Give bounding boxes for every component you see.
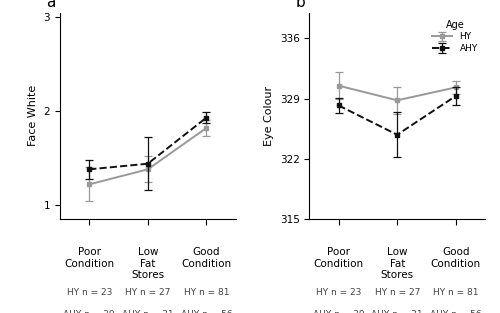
Text: Low
Fat
Stores: Low Fat Stores (380, 247, 414, 280)
Text: AHY n = 39: AHY n = 39 (313, 310, 364, 313)
Text: a: a (46, 0, 56, 10)
Y-axis label: Eye Colour: Eye Colour (264, 86, 274, 146)
Text: Low
Fat
Stores: Low Fat Stores (131, 247, 164, 280)
Text: HY n = 81: HY n = 81 (433, 288, 478, 297)
Text: b: b (296, 0, 305, 10)
Text: HY n = 27: HY n = 27 (374, 288, 420, 297)
Legend: HY, AHY: HY, AHY (430, 17, 480, 56)
Text: Poor
Condition: Poor Condition (314, 247, 364, 269)
Text: HY n = 81: HY n = 81 (184, 288, 229, 297)
Y-axis label: Face White: Face White (28, 85, 38, 146)
Text: HY n = 23: HY n = 23 (316, 288, 362, 297)
Text: AHY n = 56: AHY n = 56 (180, 310, 232, 313)
Text: AHY n = 31: AHY n = 31 (122, 310, 174, 313)
Text: AHY n = 31: AHY n = 31 (372, 310, 423, 313)
Text: HY n = 27: HY n = 27 (125, 288, 170, 297)
Text: Poor
Condition: Poor Condition (64, 247, 114, 269)
Text: Good
Condition: Good Condition (430, 247, 481, 269)
Text: AHY n = 56: AHY n = 56 (430, 310, 482, 313)
Text: AHY n = 39: AHY n = 39 (64, 310, 115, 313)
Text: HY n = 23: HY n = 23 (66, 288, 112, 297)
Text: Good
Condition: Good Condition (182, 247, 232, 269)
